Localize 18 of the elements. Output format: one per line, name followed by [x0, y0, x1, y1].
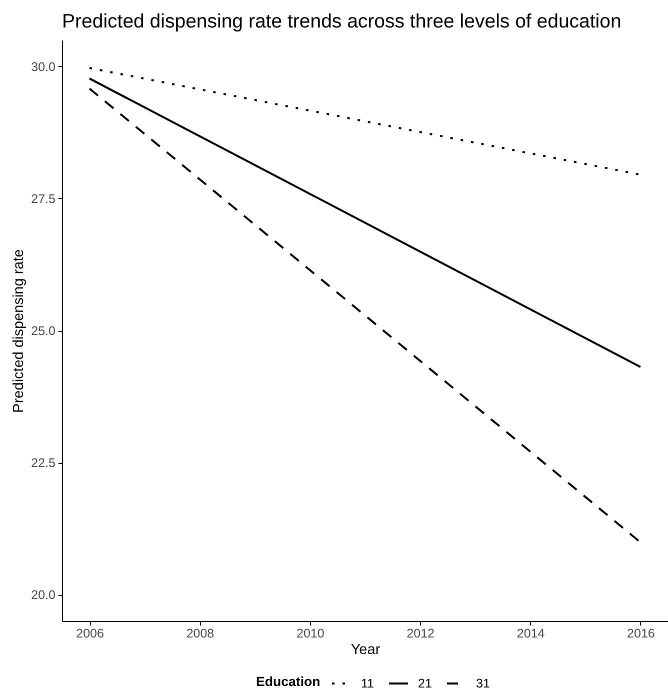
y-tick-label: 22.5 — [31, 456, 56, 470]
x-tick-label: 2008 — [186, 626, 214, 640]
legend-label: 21 — [418, 676, 432, 688]
y-tick-label: 20.0 — [31, 588, 56, 602]
legend-label: 11 — [361, 676, 374, 688]
x-tick-label: 2012 — [406, 626, 435, 640]
x-tick-label: 2016 — [627, 626, 655, 640]
y-tick-label: 30.0 — [31, 60, 56, 74]
chart-title: Predicted dispensing rate trends across three levels of education — [62, 10, 622, 32]
x-tick-label: 2006 — [76, 626, 104, 640]
y-tick-label: 25.0 — [31, 324, 56, 338]
x-tick-label: 2014 — [516, 626, 545, 640]
x-tick-label: 2010 — [296, 626, 324, 640]
y-axis-title: Predicted dispensing rate — [11, 249, 28, 413]
legend-title: Education — [256, 674, 320, 688]
x-axis-title: Year — [350, 642, 380, 658]
legend-label: 31 — [476, 676, 490, 688]
y-tick-label: 27.5 — [31, 192, 56, 206]
